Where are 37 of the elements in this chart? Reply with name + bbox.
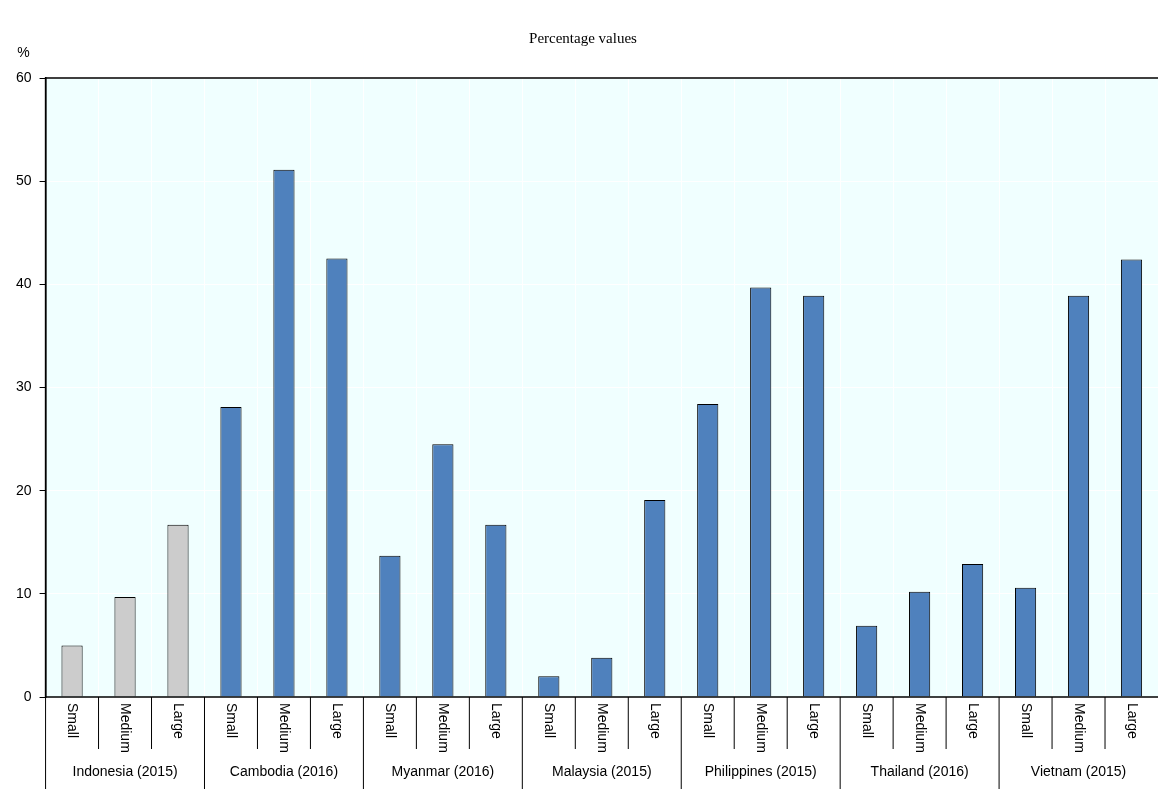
x-tick-label: Small xyxy=(700,703,717,739)
text: Vietnam (2015) xyxy=(1030,762,1127,779)
y-tick-label: 60 xyxy=(15,68,32,85)
x-tick-label: Large xyxy=(171,703,188,740)
chart-title: Percentage values xyxy=(529,29,638,46)
x-tick-label: Large xyxy=(330,703,347,740)
y-tick-label: 0 xyxy=(23,687,32,704)
x-tick-label: Large xyxy=(647,703,664,740)
x-tick-label: Small xyxy=(859,703,876,739)
x-tick-label: Medium xyxy=(753,703,770,753)
x-tick-label: Medium xyxy=(1071,703,1088,753)
text: Philippines (2015) xyxy=(704,762,817,779)
text: Malaysia (2015) xyxy=(551,762,652,779)
text: Thailand (2016) xyxy=(870,762,969,779)
y-tick-label: 30 xyxy=(15,378,32,395)
y-axis-title: % xyxy=(17,43,30,60)
x-tick-label: Large xyxy=(1124,703,1141,740)
x-tick-label: Small xyxy=(383,703,400,739)
x-tick-label: Medium xyxy=(912,703,929,753)
text: Cambodia (2016) xyxy=(229,762,339,779)
x-tick-label: Medium xyxy=(277,703,294,753)
y-tick-label: 10 xyxy=(15,584,32,601)
x-tick-label: Small xyxy=(65,703,82,739)
x-tick-label: Small xyxy=(224,703,241,739)
y-tick-label: 40 xyxy=(15,275,32,292)
text: Myanmar (2016) xyxy=(391,762,495,779)
x-tick-label: Medium xyxy=(118,703,135,753)
x-tick-label: Medium xyxy=(594,703,611,753)
y-tick-label: 20 xyxy=(15,481,32,498)
x-tick-label: Large xyxy=(488,703,505,740)
y-tick-label: 50 xyxy=(15,172,32,189)
text: Indonesia (2015) xyxy=(72,762,178,779)
x-tick-label: Large xyxy=(806,703,823,740)
x-tick-label: Small xyxy=(541,703,558,739)
x-tick-label: Large xyxy=(965,703,982,740)
x-tick-label: Small xyxy=(1018,703,1035,739)
x-tick-label: Medium xyxy=(436,703,453,753)
